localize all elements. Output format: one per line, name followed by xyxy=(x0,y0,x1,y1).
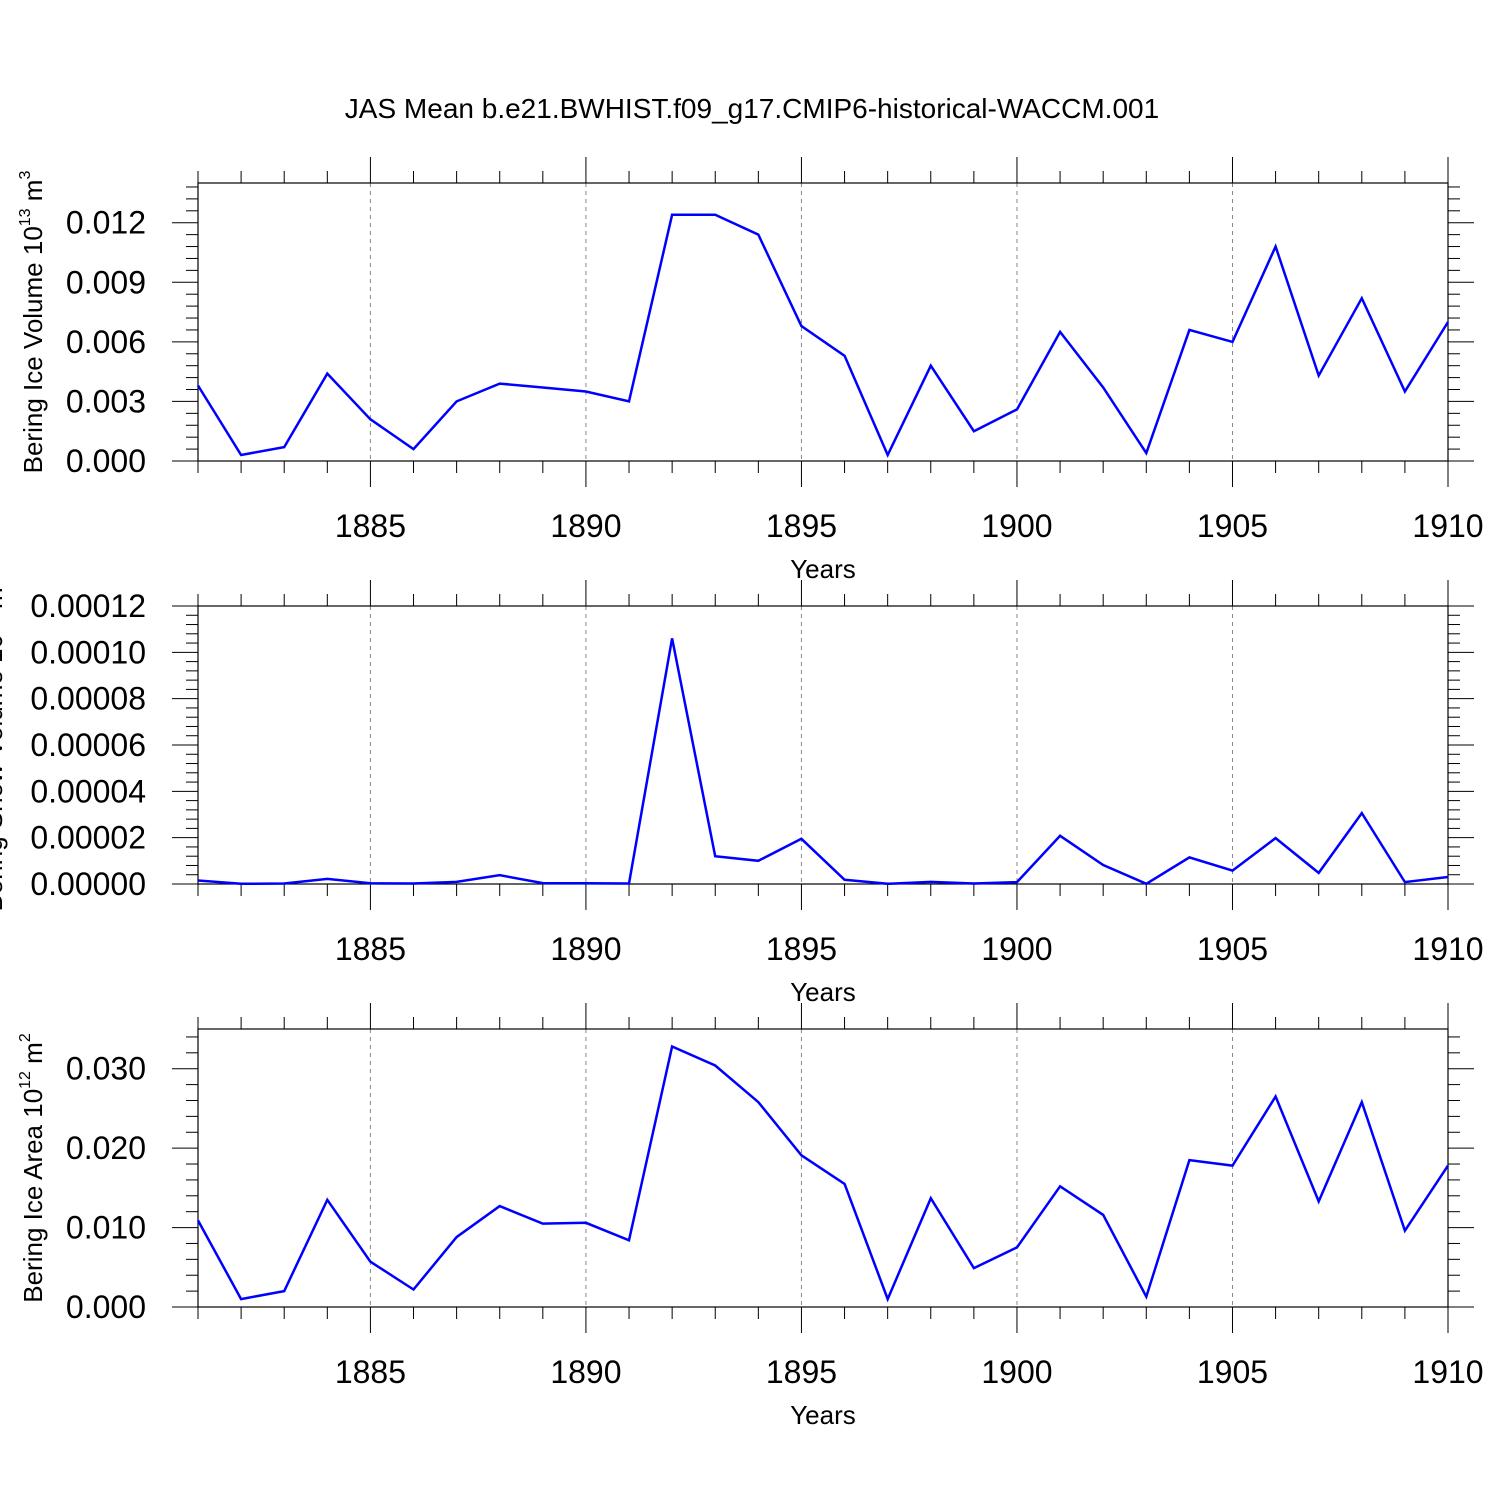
panel-2: 0.00000 0.00002 0.00004 0.00006 0.00008 0.000… xyxy=(0,578,1484,1007)
y-axis-label: Bering Ice Area 1012 m2 xyxy=(17,1033,48,1303)
x-tick-label: 1900 xyxy=(981,931,1052,967)
panel-1: 0.000 0.003 0.006 0.009 0.012 1885 1890 1895 190… xyxy=(17,157,1484,584)
y-axis-label: Bering Ice Volume 1013 m3 xyxy=(17,171,48,474)
series-line xyxy=(197,638,1449,886)
series-line xyxy=(196,1044,1450,1303)
x-tick-label: 1890 xyxy=(550,1354,621,1390)
series-line xyxy=(196,213,1450,458)
x-tick-label: 1885 xyxy=(335,1354,406,1390)
y-tick-label: 0.00006 xyxy=(30,727,146,763)
y-tick-label: 0.003 xyxy=(66,383,146,419)
y-tick-label: 0.009 xyxy=(66,264,146,300)
x-tick-label: 1885 xyxy=(335,508,406,544)
x-tick-label: 1895 xyxy=(766,931,837,967)
y-tick-label: 0.000 xyxy=(66,1289,146,1325)
plot-frame xyxy=(197,1028,1449,1308)
y-tick-label: 0.00012 xyxy=(30,588,146,624)
panels: 0.000 0.003 0.006 0.009 0.012 1885 1890 1895 190… xyxy=(0,157,1484,1430)
y-tick-label: 0.00002 xyxy=(30,820,146,856)
x-axis-label: Years xyxy=(790,977,856,1007)
y-tick-label: 0.010 xyxy=(66,1210,146,1246)
x-tick-label: 1910 xyxy=(1412,1354,1483,1390)
x-tick-label: 1905 xyxy=(1197,1354,1268,1390)
x-tick-label: 1910 xyxy=(1412,508,1483,544)
x-axis-label: Years xyxy=(790,554,856,584)
x-tick-label: 1910 xyxy=(1412,931,1483,967)
y-tick-label: 0.00000 xyxy=(30,866,146,902)
y-tick-label: 0.000 xyxy=(66,443,146,479)
y-tick-label: 0.006 xyxy=(66,324,146,360)
panel-3: 0.000 0.010 0.020 0.030 1885 1890 1895 1900 1905… xyxy=(17,1003,1484,1430)
x-tick-label: 1905 xyxy=(1197,508,1268,544)
y-tick-label: 0.00004 xyxy=(30,773,146,809)
x-tick-label: 1890 xyxy=(550,508,621,544)
plot-frame xyxy=(197,182,1449,462)
x-tick-label: 1900 xyxy=(981,508,1052,544)
y-tick-label: 0.00008 xyxy=(30,681,146,717)
figure-title: JAS Mean b.e21.BWHIST.f09_g17.CMIP6-hist… xyxy=(345,93,1159,124)
y-tick-label: 0.012 xyxy=(66,205,146,241)
y-tick-label: 0.020 xyxy=(66,1130,146,1166)
x-tick-label: 1895 xyxy=(766,1354,837,1390)
x-tick-label: 1905 xyxy=(1197,931,1268,967)
y-axis-label: Bering Snow Volume 1013 m3 xyxy=(0,578,8,911)
x-tick-label: 1885 xyxy=(335,931,406,967)
x-tick-label: 1890 xyxy=(550,931,621,967)
y-tick-label: 0.030 xyxy=(66,1051,146,1087)
plot-frame xyxy=(197,605,1449,885)
x-axis-label: Years xyxy=(790,1400,856,1430)
x-tick-label: 1900 xyxy=(981,1354,1052,1390)
x-tick-label: 1895 xyxy=(766,508,837,544)
y-tick-label: 0.00010 xyxy=(30,634,146,670)
